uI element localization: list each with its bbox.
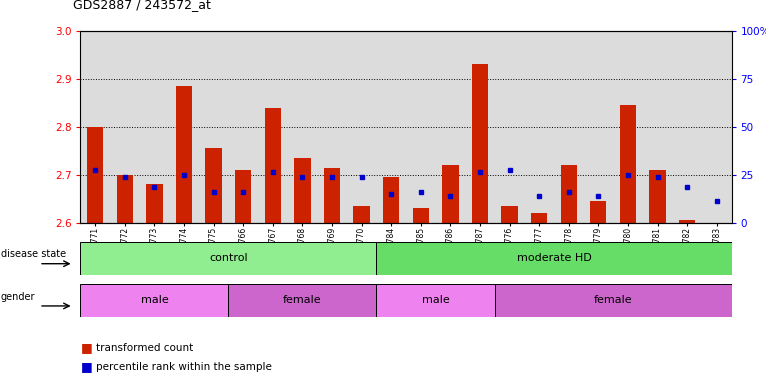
Text: transformed count: transformed count — [96, 343, 193, 353]
Text: male: male — [140, 295, 169, 306]
Bar — [80, 242, 376, 275]
Bar — [205, 148, 221, 223]
Bar — [383, 177, 399, 223]
Text: percentile rank within the sample: percentile rank within the sample — [96, 362, 272, 372]
Bar — [265, 108, 281, 223]
Text: female: female — [283, 295, 322, 306]
Text: control: control — [209, 253, 247, 263]
Bar — [591, 201, 607, 223]
Text: gender: gender — [1, 291, 35, 302]
Bar — [116, 175, 133, 223]
Bar — [294, 158, 310, 223]
Bar — [650, 170, 666, 223]
Bar — [495, 284, 732, 317]
Bar — [561, 165, 577, 223]
Bar — [442, 165, 459, 223]
Bar — [235, 170, 251, 223]
Bar — [324, 167, 340, 223]
Bar — [531, 213, 547, 223]
Text: GDS2887 / 243572_at: GDS2887 / 243572_at — [73, 0, 211, 12]
Bar — [353, 206, 370, 223]
Text: ■: ■ — [80, 360, 92, 373]
Text: disease state: disease state — [1, 249, 66, 260]
Bar — [87, 127, 103, 223]
Bar — [228, 284, 376, 317]
Bar — [176, 86, 192, 223]
Bar — [376, 242, 732, 275]
Text: male: male — [422, 295, 450, 306]
Bar — [413, 209, 429, 223]
Text: moderate HD: moderate HD — [516, 253, 591, 263]
Text: ■: ■ — [80, 341, 92, 354]
Text: female: female — [594, 295, 633, 306]
Bar — [679, 220, 696, 223]
Bar — [80, 284, 228, 317]
Bar — [620, 105, 636, 223]
Bar — [472, 65, 488, 223]
Bar — [146, 184, 162, 223]
Bar — [376, 284, 495, 317]
Bar — [502, 206, 518, 223]
